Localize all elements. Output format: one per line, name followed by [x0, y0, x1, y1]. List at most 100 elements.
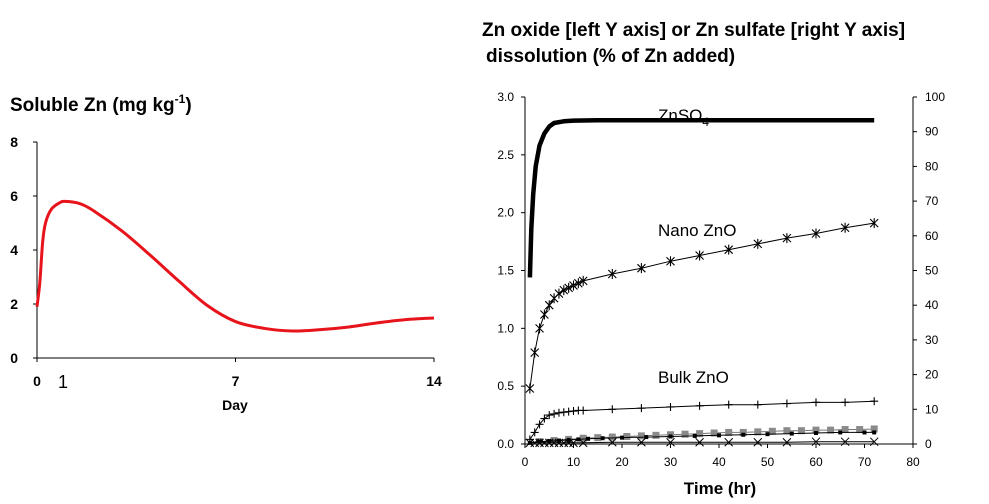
annotation-bulk-zno: Bulk ZnO [658, 368, 729, 387]
x-tick-label: 80 [906, 455, 920, 469]
data-point-series-5 [576, 437, 581, 442]
data-point-nano-zno [549, 293, 559, 304]
series-line-nano-zno [529, 222, 875, 389]
x-tick-label: 60 [809, 455, 823, 469]
x-tick-label: 50 [761, 455, 775, 469]
right-y-tick-label: 0 [925, 437, 932, 451]
data-point-nano-zno [869, 218, 879, 229]
left-y-tick-label: 3.0 [497, 90, 514, 104]
data-point-bulk-zno [637, 404, 646, 413]
data-point-bulk-zno [569, 407, 578, 416]
y-tick-label: 8 [10, 134, 18, 150]
y-tick-label: 4 [10, 242, 18, 258]
data-point-series-5 [644, 435, 649, 440]
chart-title-left: Soluble Zn (mg kg-1) [10, 92, 192, 116]
right-chart-left-y-ticks: 0.0 0.5 1.0 1.5 2.0 2.5 3.0 [497, 90, 525, 451]
left-chart-series [35, 199, 435, 333]
right-y-tick-label: 70 [925, 194, 939, 208]
data-point-nano-zno [544, 300, 554, 311]
series-bulk-zno [525, 397, 879, 444]
right-y-tick-label: 100 [925, 90, 945, 104]
right-chart-x-ticks: 0 10 20 30 40 50 60 70 80 [522, 444, 920, 469]
data-point-series-6 [840, 437, 850, 447]
data-point-bulk-zno [550, 409, 559, 418]
data-point-series-6 [695, 437, 704, 447]
x-tick-label: 14 [426, 373, 442, 389]
data-point-bulk-zno [579, 406, 588, 415]
annotation-znso4: ZnSO4 [658, 106, 709, 129]
data-point-series-4 [652, 431, 660, 439]
data-point-bulk-zno [695, 401, 704, 410]
data-point-series-5 [872, 430, 877, 435]
data-point-bulk-zno [535, 420, 544, 429]
y-tick-label: 6 [10, 188, 18, 204]
data-point-series-4 [856, 426, 864, 434]
x-tick-label: 20 [615, 455, 629, 469]
x-tick-label: 70 [858, 455, 872, 469]
series-line-znso4 [527, 117, 875, 278]
data-point-series-6 [869, 437, 879, 447]
data-point-series-4 [608, 433, 616, 441]
x-axis-label-left: Day [222, 397, 248, 413]
data-point-nano-zno [578, 275, 588, 286]
right-chart-axes [524, 97, 914, 445]
data-point-series-6 [724, 437, 734, 447]
data-point-nano-zno [569, 280, 578, 291]
y-tick-label: 0 [10, 350, 18, 366]
data-point-series-5 [741, 432, 746, 437]
data-point-series-6 [666, 437, 675, 447]
x-tick-label: 40 [712, 455, 726, 469]
chart-title-right-line2: dissolution (% of Zn added) [486, 46, 735, 67]
left-y-tick-label: 0.0 [497, 437, 514, 451]
data-point-nano-zno [564, 282, 574, 293]
series-nano-zno [525, 218, 879, 394]
right-chart-series [525, 117, 879, 448]
data-point-series-4 [783, 427, 791, 435]
data-point-series-4 [681, 430, 689, 438]
data-point-bulk-zno [608, 405, 617, 414]
data-point-bulk-zno [724, 400, 733, 409]
data-point-series-5 [765, 432, 770, 437]
data-point-nano-zno [554, 288, 564, 299]
data-point-series-4 [841, 426, 849, 434]
left-chart-y-ticks: 0 2 4 6 8 [10, 134, 37, 366]
data-point-bulk-zno [753, 400, 762, 409]
left-y-tick-label: 1.0 [497, 321, 514, 335]
data-point-series-6 [637, 437, 646, 447]
data-point-nano-zno [607, 268, 617, 279]
data-point-nano-zno [840, 222, 850, 233]
series-znso4 [527, 117, 875, 278]
data-point-bulk-zno [540, 414, 549, 423]
data-point-series-4 [827, 426, 835, 434]
left-y-tick-label: 2.0 [497, 206, 514, 220]
data-point-series-5 [566, 437, 571, 442]
data-point-nano-zno [559, 285, 569, 296]
right-y-tick-label: 80 [925, 159, 939, 173]
right-y-tick-label: 90 [925, 125, 939, 139]
data-point-nano-zno [811, 228, 821, 239]
data-point-series-4 [594, 434, 602, 442]
data-point-bulk-zno [554, 408, 563, 417]
x-tick-label: 10 [567, 455, 581, 469]
chart-title-right-line1: Zn oxide [left Y axis] or Zn sulfate [ri… [482, 20, 905, 41]
data-point-bulk-zno [841, 398, 850, 407]
data-point-series-5 [586, 436, 591, 441]
right-y-tick-label: 50 [925, 264, 939, 278]
data-point-nano-zno [573, 278, 583, 289]
data-point-series-4 [870, 425, 878, 433]
soluble-zn-chart: Soluble Zn (mg kg-1) 0 2 4 6 8 0 7 14 1 Day [10, 92, 442, 413]
data-point-series-5 [668, 434, 673, 439]
zn-dissolution-chart: Zn oxide [left Y axis] or Zn sulfate [ri… [482, 20, 945, 498]
data-point-series-5 [838, 430, 843, 435]
data-point-series-5 [692, 433, 697, 438]
right-y-tick-label: 20 [925, 368, 939, 382]
data-point-series-6 [811, 437, 821, 447]
right-y-tick-label: 30 [925, 333, 939, 347]
right-y-tick-label: 60 [925, 229, 939, 243]
data-point-series-5 [537, 439, 542, 444]
x-tick-label: 7 [232, 373, 240, 389]
data-point-bulk-zno [564, 407, 573, 416]
right-chart-right-y-ticks: 0 10 20 30 40 50 60 70 80 90 100 [913, 90, 945, 451]
left-y-tick-label: 2.5 [497, 148, 514, 162]
